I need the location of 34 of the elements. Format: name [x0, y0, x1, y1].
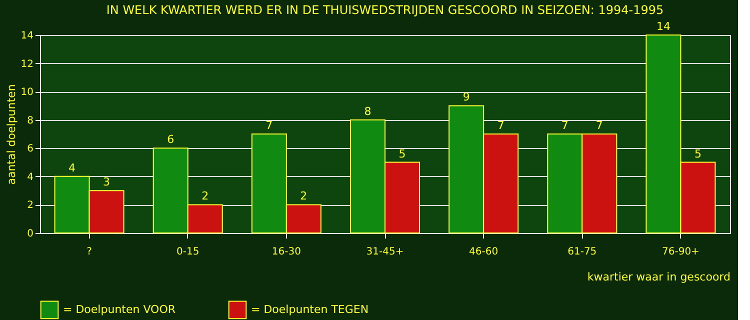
y-tick-label: 8 [27, 115, 34, 126]
data-label: 5 [398, 147, 406, 160]
y-axis-title: aantal doelpunten [4, 84, 18, 185]
x-tick-label: 61-75 [568, 246, 597, 258]
data-label: 7 [266, 119, 273, 132]
legend-label: = Doelpunten TEGEN [251, 302, 369, 316]
x-tick-label: 46-60 [469, 246, 498, 258]
y-tick-label: 10 [20, 87, 34, 98]
x-tick-label: 31-45+ [366, 246, 404, 258]
data-label: 7 [596, 119, 603, 132]
data-label: 3 [103, 176, 110, 189]
y-tick-label: 4 [27, 172, 34, 183]
x-tick-label: 0-15 [176, 246, 200, 258]
y-tick-label: 6 [27, 144, 34, 155]
data-label: 7 [497, 119, 504, 132]
data-label: 9 [462, 90, 470, 104]
y-tick-label: 12 [20, 58, 34, 70]
data-label: 8 [364, 104, 372, 118]
x-tick-label: 76-90+ [662, 246, 700, 258]
y-tick-label: 14 [20, 30, 34, 42]
data-label: 7 [561, 119, 568, 132]
chart-title: IN WELK KWARTIER WERD ER IN DE THUISWEDSTRIJDEN GESCOORD IN SEIZOEN: 1994-1995 [106, 3, 664, 17]
data-label: 6 [167, 133, 174, 146]
data-label: 2 [300, 190, 308, 203]
data-label: 4 [68, 161, 76, 174]
data-label: 5 [694, 147, 702, 160]
y-tick-label: 0 [27, 228, 34, 240]
data-label: 14 [656, 20, 670, 33]
x-axis-title: kwartier waar in gescoord [587, 270, 730, 284]
y-tick-label: 2 [27, 200, 34, 212]
data-label: 2 [202, 190, 209, 203]
x-tick-label: 16-30 [272, 246, 301, 258]
legend-label: = Doelpunten VOOR [63, 302, 176, 316]
x-tick-label: ? [86, 246, 92, 258]
